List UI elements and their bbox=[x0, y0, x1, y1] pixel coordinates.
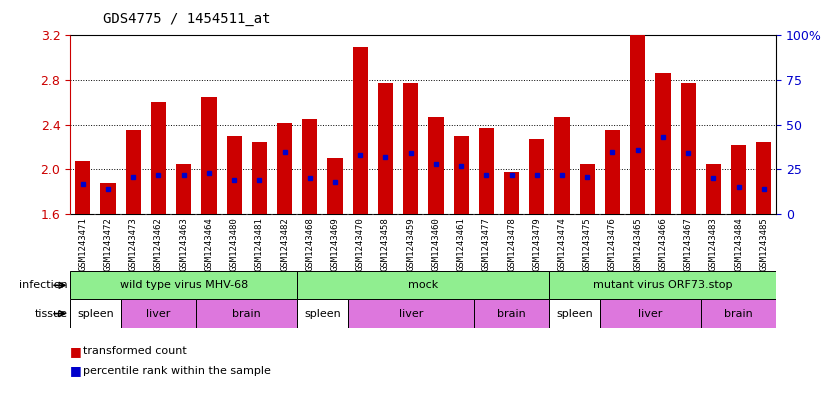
Text: GSM1243480: GSM1243480 bbox=[230, 217, 239, 271]
Text: GSM1243469: GSM1243469 bbox=[330, 217, 339, 271]
Text: spleen: spleen bbox=[304, 309, 341, 319]
Bar bbox=[101, 183, 116, 214]
Text: GSM1243483: GSM1243483 bbox=[709, 217, 718, 271]
Bar bbox=[700, 299, 776, 328]
Text: GSM1243482: GSM1243482 bbox=[280, 217, 289, 271]
Text: transformed count: transformed count bbox=[83, 346, 187, 356]
Text: wild type virus MHV-68: wild type virus MHV-68 bbox=[120, 280, 248, 290]
Bar bbox=[429, 117, 444, 214]
Text: GSM1243478: GSM1243478 bbox=[507, 217, 516, 271]
Bar bbox=[252, 141, 267, 214]
Bar bbox=[731, 145, 746, 214]
Bar bbox=[70, 271, 297, 299]
Bar bbox=[705, 164, 721, 214]
Bar bbox=[70, 299, 121, 328]
Text: liver: liver bbox=[146, 309, 171, 319]
Bar bbox=[277, 123, 292, 214]
Text: GSM1243479: GSM1243479 bbox=[532, 217, 541, 271]
Bar bbox=[549, 299, 600, 328]
Text: GSM1243465: GSM1243465 bbox=[634, 217, 643, 271]
Bar bbox=[600, 299, 700, 328]
Bar bbox=[403, 83, 418, 214]
Text: GSM1243458: GSM1243458 bbox=[381, 217, 390, 271]
Bar bbox=[327, 158, 343, 214]
Text: GSM1243463: GSM1243463 bbox=[179, 217, 188, 271]
Bar bbox=[378, 83, 393, 214]
Text: brain: brain bbox=[232, 309, 261, 319]
Bar bbox=[151, 103, 166, 214]
Bar bbox=[474, 299, 549, 328]
Text: GSM1243477: GSM1243477 bbox=[482, 217, 491, 271]
Text: spleen: spleen bbox=[556, 309, 593, 319]
Text: GSM1243466: GSM1243466 bbox=[658, 217, 667, 271]
Bar bbox=[226, 136, 242, 214]
Text: GSM1243472: GSM1243472 bbox=[103, 217, 112, 271]
Bar bbox=[504, 172, 520, 214]
Bar bbox=[580, 164, 595, 214]
Text: liver: liver bbox=[398, 309, 423, 319]
Text: liver: liver bbox=[638, 309, 662, 319]
Text: tissue: tissue bbox=[35, 309, 68, 319]
Text: brain: brain bbox=[497, 309, 526, 319]
Text: mock: mock bbox=[408, 280, 439, 290]
Text: GSM1243485: GSM1243485 bbox=[759, 217, 768, 271]
Bar bbox=[202, 97, 216, 214]
Bar bbox=[757, 141, 771, 214]
Bar bbox=[630, 33, 645, 214]
Text: GSM1243470: GSM1243470 bbox=[356, 217, 365, 271]
Bar bbox=[302, 119, 317, 214]
Text: GSM1243467: GSM1243467 bbox=[684, 217, 693, 271]
Bar bbox=[554, 117, 570, 214]
Bar bbox=[126, 130, 140, 214]
Text: GDS4775 / 1454511_at: GDS4775 / 1454511_at bbox=[103, 12, 271, 26]
Bar bbox=[176, 164, 192, 214]
Text: ■: ■ bbox=[70, 364, 82, 378]
Bar bbox=[605, 130, 620, 214]
Text: brain: brain bbox=[724, 309, 753, 319]
Bar bbox=[479, 128, 494, 214]
Bar bbox=[75, 160, 90, 214]
Bar bbox=[348, 299, 474, 328]
Text: infection: infection bbox=[19, 280, 68, 290]
Bar bbox=[197, 299, 297, 328]
Text: GSM1243464: GSM1243464 bbox=[204, 217, 213, 271]
Bar bbox=[655, 73, 671, 214]
Text: GSM1243460: GSM1243460 bbox=[431, 217, 440, 271]
Bar bbox=[121, 299, 197, 328]
Bar bbox=[549, 271, 776, 299]
Text: GSM1243471: GSM1243471 bbox=[78, 217, 88, 271]
Bar bbox=[529, 139, 544, 214]
Bar bbox=[681, 83, 695, 214]
Text: ■: ■ bbox=[70, 345, 82, 358]
Text: percentile rank within the sample: percentile rank within the sample bbox=[83, 366, 270, 376]
Text: GSM1243475: GSM1243475 bbox=[583, 217, 591, 271]
Text: GSM1243462: GSM1243462 bbox=[154, 217, 163, 271]
Text: GSM1243484: GSM1243484 bbox=[734, 217, 743, 271]
Text: mutant virus ORF73.stop: mutant virus ORF73.stop bbox=[593, 280, 733, 290]
Text: GSM1243481: GSM1243481 bbox=[255, 217, 263, 271]
Text: GSM1243461: GSM1243461 bbox=[457, 217, 466, 271]
Text: GSM1243474: GSM1243474 bbox=[558, 217, 567, 271]
Text: spleen: spleen bbox=[77, 309, 114, 319]
Text: GSM1243468: GSM1243468 bbox=[306, 217, 315, 271]
Text: GSM1243459: GSM1243459 bbox=[406, 217, 415, 271]
Bar bbox=[453, 136, 468, 214]
Text: GSM1243476: GSM1243476 bbox=[608, 217, 617, 271]
Text: GSM1243473: GSM1243473 bbox=[129, 217, 138, 271]
Bar bbox=[297, 299, 348, 328]
Bar bbox=[353, 46, 368, 214]
Bar bbox=[297, 271, 549, 299]
